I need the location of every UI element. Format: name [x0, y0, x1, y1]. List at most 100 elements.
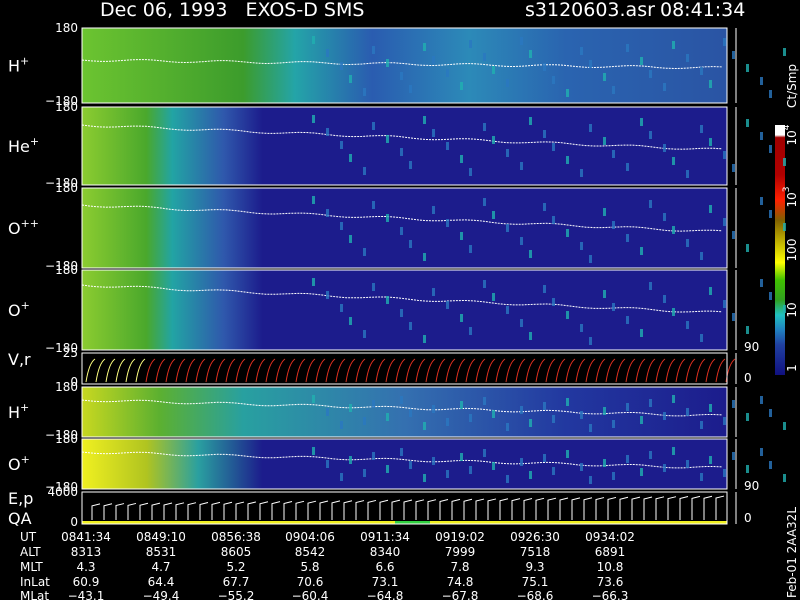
- patch: [483, 449, 486, 457]
- table-cell: 7.8: [450, 560, 469, 574]
- patch: [349, 456, 352, 464]
- velocity-curve: [715, 358, 726, 383]
- patch: [709, 205, 712, 213]
- velocity-curve: [115, 358, 126, 383]
- table-cell: 75.1: [522, 575, 549, 589]
- table-cell: −60.4: [292, 589, 329, 600]
- panel-label: V,r: [8, 350, 31, 369]
- patch: [723, 151, 726, 159]
- patch: [672, 157, 675, 165]
- patch: [386, 59, 389, 67]
- title: Dec 06, 1993 EXOS-D SMS: [100, 0, 364, 21]
- patch: [732, 313, 735, 321]
- patch: [783, 48, 786, 56]
- velocity-curve: [415, 358, 426, 383]
- velocity-curve: [675, 358, 686, 383]
- patch: [446, 418, 449, 426]
- patch: [783, 305, 786, 313]
- patch: [603, 208, 606, 216]
- patch: [400, 148, 403, 156]
- patch: [349, 404, 352, 412]
- velocity-curve: [355, 358, 366, 383]
- patch: [589, 255, 592, 263]
- patch: [723, 469, 726, 477]
- velocity-curve: [435, 358, 446, 383]
- patch: [386, 413, 389, 421]
- colorbar-label-base: 10: [785, 130, 799, 145]
- patch: [723, 218, 726, 226]
- y-tick-label: 180: [55, 380, 78, 394]
- patch: [469, 327, 472, 335]
- velocity-curve: [215, 358, 226, 383]
- patch: [446, 219, 449, 227]
- patch: [349, 235, 352, 243]
- patch: [552, 298, 555, 306]
- patch: [612, 150, 615, 158]
- velocity-curve: [375, 358, 386, 383]
- colorbar-label-base: 10: [785, 192, 799, 207]
- patch: [340, 473, 343, 481]
- patch: [760, 448, 763, 456]
- patch: [506, 423, 509, 431]
- table-cell: 67.7: [223, 575, 250, 589]
- patch: [506, 224, 509, 232]
- table-cell: 6891: [595, 545, 626, 559]
- y2-tick-label: 0: [744, 371, 752, 385]
- patch: [686, 408, 689, 416]
- spectrogram: [82, 387, 727, 437]
- patch: [663, 144, 666, 152]
- patch: [723, 417, 726, 425]
- patch: [746, 119, 749, 127]
- panel-label-sup: +: [30, 135, 39, 148]
- patch: [446, 470, 449, 478]
- table-cell: 8531: [146, 545, 177, 559]
- y-tick-label: 25: [63, 346, 78, 360]
- patch: [529, 117, 532, 125]
- trace-line: [81, 284, 723, 313]
- patch: [552, 216, 555, 224]
- patch: [543, 203, 546, 211]
- patch: [589, 60, 592, 68]
- velocity-curve: [465, 358, 476, 383]
- patch: [783, 158, 786, 166]
- velocity-curve: [325, 358, 336, 383]
- patch: [386, 135, 389, 143]
- table-cell: 6.6: [375, 560, 394, 574]
- patch: [603, 459, 606, 467]
- velocity-curve: [225, 358, 236, 383]
- panel-label: H+: [8, 55, 29, 76]
- colorbar-label: 10: [785, 302, 799, 317]
- table-cell: 70.6: [297, 575, 324, 589]
- patch: [589, 337, 592, 345]
- patch: [543, 285, 546, 293]
- table-cell: 60.9: [73, 575, 100, 589]
- patch: [746, 244, 749, 252]
- patch: [760, 279, 763, 287]
- patch: [520, 37, 523, 45]
- patch: [589, 476, 592, 484]
- patch: [340, 141, 343, 149]
- velocity-curve: [405, 358, 416, 383]
- patch: [686, 321, 689, 329]
- patch: [363, 88, 366, 96]
- y-tick-label: −180: [45, 341, 78, 355]
- table-cell: 0904:06: [285, 530, 335, 544]
- patch: [460, 314, 463, 322]
- panel-label-base: H: [8, 57, 20, 76]
- patch: [612, 221, 615, 229]
- patch: [709, 80, 712, 88]
- velocity-curve: [605, 358, 616, 383]
- patch: [506, 475, 509, 483]
- patch: [640, 468, 643, 476]
- velocity-curve: [255, 358, 266, 383]
- velocity-curve: [305, 358, 316, 383]
- velocity-curve: [205, 358, 216, 383]
- velocity-curve: [145, 358, 156, 383]
- patch: [400, 448, 403, 456]
- panel-label: He+: [8, 135, 39, 156]
- patch: [409, 322, 412, 330]
- panel-frame: [81, 386, 728, 438]
- velocity-curve: [625, 358, 636, 383]
- velocity-curve: [385, 358, 396, 383]
- trace-line: [81, 204, 723, 232]
